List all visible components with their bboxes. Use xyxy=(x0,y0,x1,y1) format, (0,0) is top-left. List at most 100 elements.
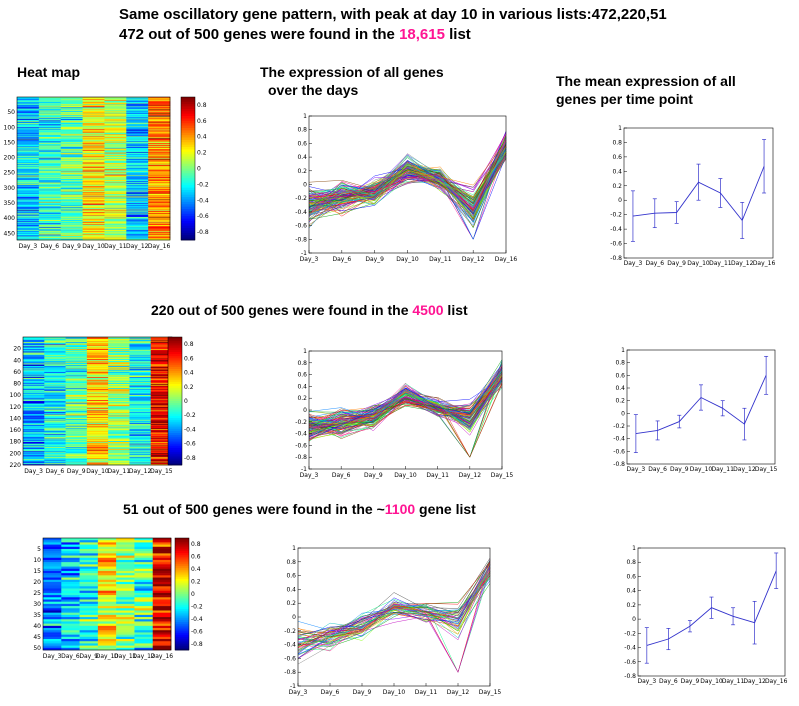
heat2-cell xyxy=(65,425,88,427)
heat1-cell xyxy=(104,112,127,114)
heat2-cell xyxy=(150,378,173,380)
heat1-cell xyxy=(60,106,83,108)
heat2-cell xyxy=(23,385,45,387)
heat1-cell xyxy=(104,196,127,198)
heat1-cell xyxy=(38,184,62,186)
heat2-cell xyxy=(150,403,173,405)
heat1-cell xyxy=(82,224,105,226)
heat2-cell xyxy=(65,388,88,390)
heat2-cell xyxy=(108,456,130,458)
mean2-x-tick: Day_11 xyxy=(711,466,734,473)
heat1-cell xyxy=(38,212,62,214)
heat1-cell xyxy=(17,138,40,140)
heat1-cell xyxy=(126,221,149,223)
heat3-cell xyxy=(97,566,117,570)
heat3-cell xyxy=(152,595,172,598)
heat3-cell xyxy=(116,643,135,646)
heat1-cell xyxy=(104,124,127,126)
section-3-post: gene list xyxy=(415,501,476,517)
heat1-cell xyxy=(17,198,40,200)
heat1-cell xyxy=(17,136,40,138)
heat1-cell xyxy=(148,135,171,137)
heat1-cell xyxy=(104,128,127,130)
heat3-cell xyxy=(152,555,172,559)
heat1-cell xyxy=(148,160,171,162)
heat2-colorbar-seg xyxy=(168,345,182,349)
heat1-cell xyxy=(60,216,83,218)
heat2-cell xyxy=(44,459,66,461)
heat1-cell xyxy=(126,211,149,213)
heat2-cell xyxy=(129,423,152,425)
heat2-cell xyxy=(86,413,109,415)
heat1-cell xyxy=(82,198,105,200)
heat1-cell xyxy=(82,209,105,211)
heat2-cell xyxy=(23,389,45,391)
heat1-cell xyxy=(17,100,40,102)
heat1-cell xyxy=(148,223,171,224)
heat2-cell xyxy=(44,342,66,345)
heat2-colorbar-seg xyxy=(168,445,182,449)
heat1-cell xyxy=(38,233,62,235)
heat1-cell xyxy=(148,186,171,188)
heat2-cell xyxy=(23,362,45,364)
heat2-cell xyxy=(86,459,109,462)
heat1-cell xyxy=(38,144,62,146)
heat1-cell xyxy=(60,220,83,222)
heat1-cell xyxy=(148,121,171,123)
heat3-cell xyxy=(61,645,80,649)
heat2-cell xyxy=(108,415,130,417)
heat3-cell xyxy=(43,548,62,552)
heat2-y-tick: 120 xyxy=(10,404,22,411)
heat3-cell xyxy=(152,551,172,554)
heat1-cell xyxy=(38,123,62,125)
heat1-cell xyxy=(148,219,171,221)
heat1-cell xyxy=(126,180,149,182)
heat1-cell xyxy=(148,158,171,160)
heat2-cell xyxy=(129,397,152,399)
heat1-cell xyxy=(17,109,40,111)
heat1-y-tick: 450 xyxy=(4,230,16,237)
heat1-cell xyxy=(148,227,171,229)
heat1-cell xyxy=(38,138,62,140)
heat2-cell xyxy=(86,382,109,384)
heat3-cell xyxy=(79,625,99,629)
heat2-cell xyxy=(108,394,130,396)
heat1-cell xyxy=(148,183,171,185)
mean3-x-tick: Day_9 xyxy=(681,678,700,685)
heat1-cell xyxy=(82,218,105,220)
heat1-cell xyxy=(38,207,62,209)
heat1-cell xyxy=(17,164,40,166)
heat2-cell xyxy=(65,366,88,368)
heat2-colorbar-seg xyxy=(168,433,182,436)
heat1-cell xyxy=(17,190,40,192)
lines2-series-line xyxy=(308,379,503,433)
heat1-cell xyxy=(17,179,40,181)
heat1-cell xyxy=(104,198,127,200)
heat1-cell xyxy=(148,184,171,186)
heat1-cell xyxy=(60,159,83,161)
heat1-cell xyxy=(17,166,40,167)
heat1-cell xyxy=(104,180,127,181)
heat1-cell xyxy=(126,109,149,111)
heat3-cell xyxy=(61,553,80,556)
heat1-cell xyxy=(17,193,40,195)
heat2-cell xyxy=(108,421,130,423)
heat2-cell xyxy=(108,443,130,445)
heat1-cell xyxy=(17,129,40,131)
heat1-cell xyxy=(17,216,40,218)
heat1-cell xyxy=(60,156,83,158)
heat3-cell xyxy=(152,634,172,638)
heat1-cell xyxy=(126,120,149,121)
heat1-cell xyxy=(148,218,171,220)
heat2-cell xyxy=(150,413,173,415)
heat2-cell xyxy=(108,402,130,404)
heat2-cell xyxy=(86,422,109,424)
heat1-cell xyxy=(104,115,127,117)
heat1-cell xyxy=(148,134,171,136)
heat1-cell xyxy=(126,200,149,201)
heat2-cell xyxy=(65,392,88,394)
heat2-cell xyxy=(44,350,66,352)
heat1-cell xyxy=(126,113,149,115)
heat1-cell xyxy=(60,234,83,236)
heat1-colorbar-seg xyxy=(181,149,195,153)
